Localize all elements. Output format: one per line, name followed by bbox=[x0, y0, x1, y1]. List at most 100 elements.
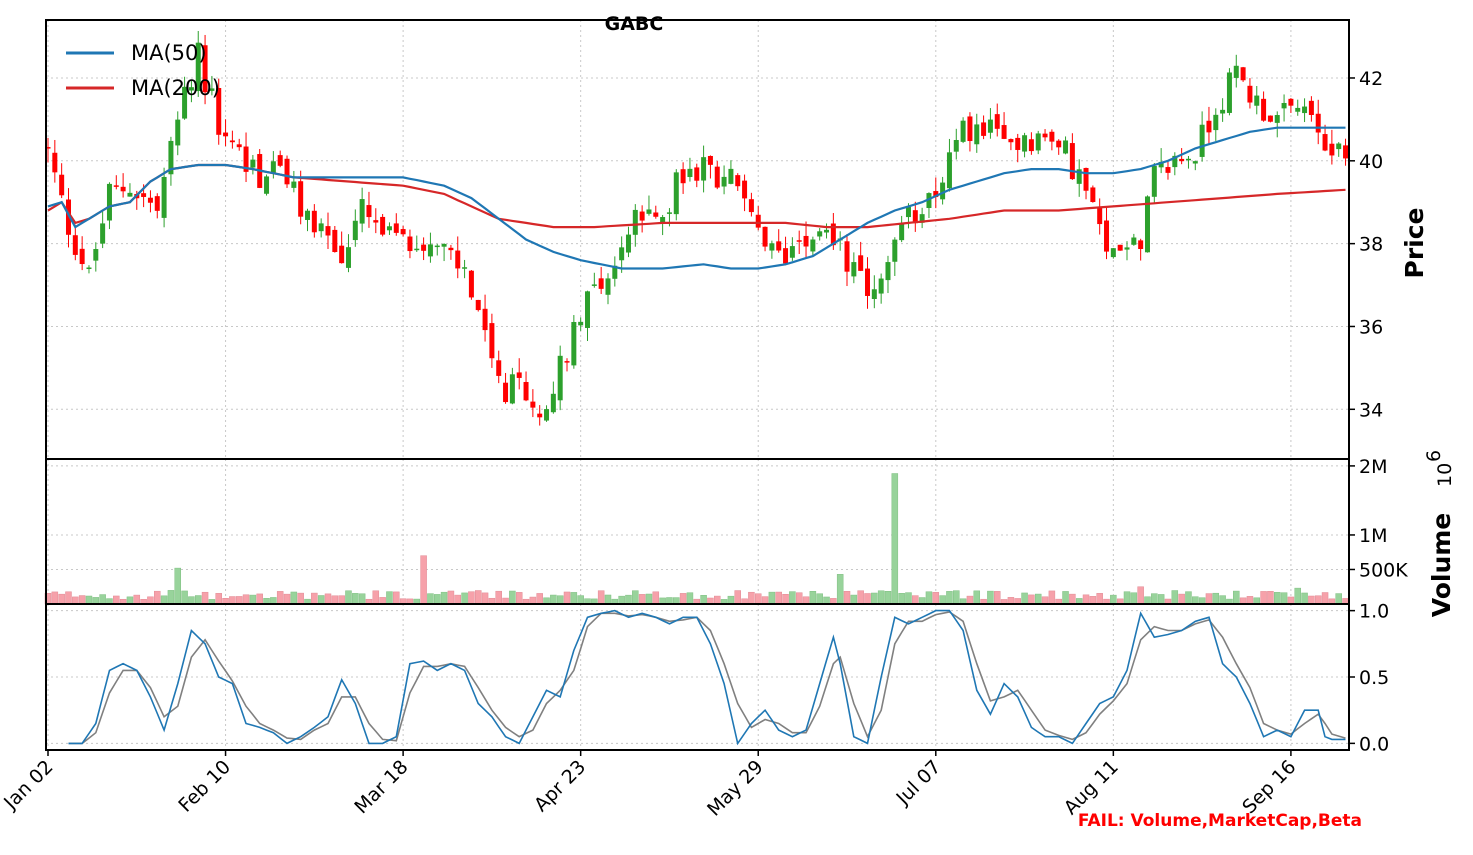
volume-bar bbox=[85, 595, 93, 605]
volume-bar bbox=[1308, 595, 1315, 605]
volume-bar bbox=[618, 595, 625, 605]
candle-body bbox=[783, 248, 789, 264]
candle-body bbox=[776, 241, 782, 251]
candle-body bbox=[1028, 139, 1034, 152]
candle-body bbox=[1240, 67, 1246, 81]
candle-body bbox=[141, 193, 147, 197]
volume-bar bbox=[495, 590, 502, 605]
candle-body bbox=[721, 176, 727, 187]
candle-body bbox=[1083, 167, 1089, 191]
volume-bar bbox=[679, 593, 687, 605]
candle-body bbox=[1015, 137, 1021, 150]
volume-bar bbox=[215, 593, 222, 605]
volume-bar bbox=[1171, 590, 1179, 605]
candle-body bbox=[1097, 206, 1103, 225]
volume-bar bbox=[1192, 596, 1199, 605]
volume-bar bbox=[1089, 596, 1097, 605]
candle-body bbox=[557, 355, 563, 401]
volume-bar bbox=[58, 593, 65, 605]
volume-bar bbox=[994, 591, 1001, 605]
candle-body bbox=[407, 236, 413, 252]
volume-bar bbox=[229, 596, 236, 605]
stoch-k-line bbox=[68, 609, 1346, 746]
candle-body bbox=[339, 245, 345, 264]
candle-body bbox=[168, 140, 174, 175]
candle-body bbox=[1117, 244, 1123, 251]
volume-bar bbox=[51, 591, 59, 605]
stoch-tick-label: 0.0 bbox=[1359, 733, 1389, 755]
volume-bar bbox=[645, 593, 653, 605]
volume-bar bbox=[283, 593, 291, 605]
volume-bar bbox=[1137, 586, 1144, 605]
candle-body bbox=[940, 182, 946, 200]
candle-body bbox=[441, 243, 447, 247]
volume-bar bbox=[857, 590, 864, 605]
volume-bar bbox=[1314, 595, 1322, 605]
volume-bar bbox=[925, 591, 933, 605]
candle-body bbox=[810, 239, 816, 252]
candle-body bbox=[427, 244, 433, 257]
candle-body bbox=[537, 413, 543, 418]
candle-body bbox=[762, 226, 768, 247]
candle-body bbox=[571, 322, 577, 366]
candle-body bbox=[236, 144, 242, 148]
volume-bar bbox=[871, 592, 878, 605]
volume-bar bbox=[420, 555, 427, 605]
candle-body bbox=[489, 323, 495, 359]
price-tick-label: 42 bbox=[1359, 68, 1383, 90]
volume-bar bbox=[1157, 594, 1165, 605]
candle-body bbox=[660, 217, 666, 224]
candle-body bbox=[1131, 237, 1137, 245]
volume-bar bbox=[946, 591, 953, 605]
candle-body bbox=[147, 197, 153, 203]
candle-body bbox=[885, 262, 891, 281]
candle-body bbox=[284, 158, 290, 185]
candle-body bbox=[1022, 135, 1028, 152]
candle-body bbox=[742, 180, 748, 199]
candle-body bbox=[769, 243, 775, 251]
price-tick-label: 34 bbox=[1359, 399, 1383, 421]
volume-bar bbox=[256, 593, 263, 605]
volume-bar bbox=[358, 593, 366, 605]
candle-body bbox=[386, 226, 392, 231]
candle-body bbox=[1151, 165, 1157, 197]
candle-body bbox=[270, 161, 276, 174]
candle-body bbox=[305, 210, 311, 220]
volume-bar bbox=[809, 591, 817, 605]
volume-bar bbox=[1212, 592, 1220, 605]
volume-bar bbox=[632, 590, 639, 605]
candle-body bbox=[933, 191, 939, 198]
candle-body bbox=[871, 289, 877, 299]
price-axis-label: Price bbox=[1400, 208, 1429, 279]
x-tick-label: Jan 02 bbox=[0, 756, 58, 814]
volume-bar bbox=[1123, 591, 1131, 605]
x-tick-label: Sep 16 bbox=[1238, 756, 1300, 818]
candle-body bbox=[1302, 106, 1308, 114]
candle-body bbox=[1063, 140, 1069, 154]
candle-body bbox=[161, 176, 167, 218]
candle-body bbox=[127, 192, 133, 197]
volume-bar bbox=[434, 594, 441, 605]
candle-body bbox=[1179, 158, 1185, 162]
volume-bar bbox=[1151, 593, 1158, 605]
candle-body bbox=[359, 199, 365, 224]
volume-bar bbox=[427, 593, 434, 605]
stoch-tick-label: 0.5 bbox=[1359, 667, 1389, 689]
legend: MA(50) MA(200) bbox=[66, 41, 220, 100]
volume-bar bbox=[324, 593, 332, 605]
volume-bar bbox=[563, 591, 571, 605]
candle-body bbox=[1124, 247, 1130, 250]
candle-body bbox=[707, 155, 713, 165]
candle-body bbox=[1281, 102, 1287, 109]
candle-body bbox=[523, 381, 529, 401]
legend-label-ma50: MA(50) bbox=[131, 41, 207, 65]
candle-body bbox=[455, 250, 461, 269]
volume-bar bbox=[194, 595, 202, 605]
candle-body bbox=[748, 199, 754, 213]
candle-body bbox=[1172, 155, 1178, 168]
candle-body bbox=[905, 206, 911, 218]
candle-body bbox=[1254, 95, 1260, 106]
candle-body bbox=[1315, 113, 1321, 133]
candle-body bbox=[448, 247, 454, 251]
volume-bar bbox=[276, 591, 284, 605]
